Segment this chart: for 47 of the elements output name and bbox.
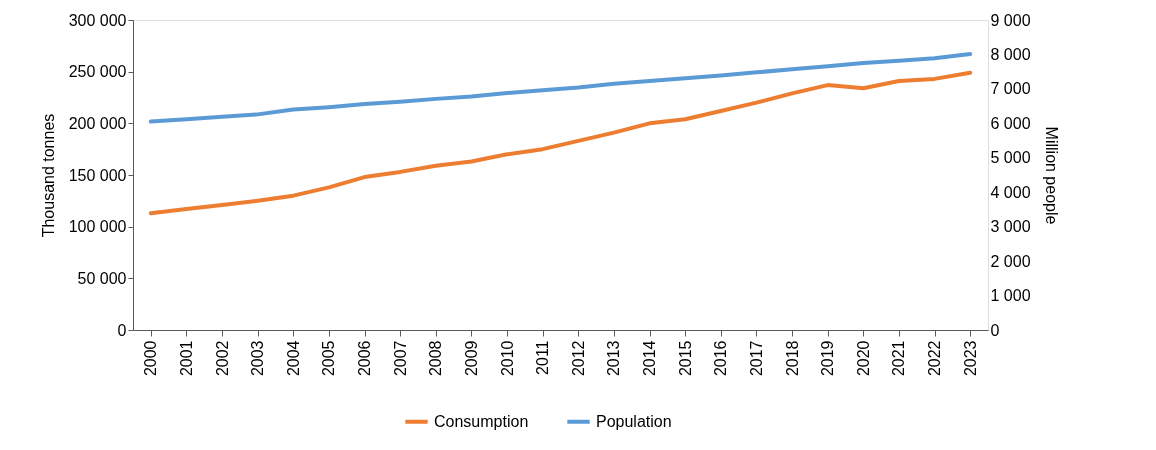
x-tick-label: 2011 (534, 340, 552, 375)
y-tick-label: 150 000 (68, 166, 127, 184)
x-tick-label: 2019 (819, 340, 837, 377)
x-tick-label: 2023 (961, 340, 979, 377)
line-series (148, 52, 973, 124)
x-tick-label: 2013 (605, 340, 623, 377)
x-tick-label: 2017 (747, 340, 765, 377)
x-tick-label: 2005 (320, 340, 338, 377)
x-tick-label: 2002 (213, 340, 231, 377)
x-tick-label: 2004 (284, 340, 302, 377)
y-tick-label: 200 000 (68, 114, 127, 132)
x-tick-label: 2022 (926, 340, 944, 377)
y-tick-label: 100 000 (68, 218, 127, 236)
x-tick-label: 2018 (783, 340, 801, 377)
x-tick-label: 2021 (890, 340, 908, 377)
y2-tick-label: 6 000 (990, 114, 1031, 132)
y-tick-label: 250 000 (68, 63, 127, 81)
x-tick-label: 2008 (427, 340, 445, 377)
x-tick-label: 2020 (854, 340, 872, 377)
y-tick-label: 0 (117, 321, 127, 339)
y2-tick-label: 8 000 (990, 45, 1031, 63)
y2-tick-label: 4 000 (990, 183, 1031, 201)
y2-tick-label: 2 000 (990, 252, 1031, 270)
y2-tick-label: 3 000 (990, 218, 1031, 236)
y-tick-label: 50 000 (77, 269, 127, 287)
line-series (148, 70, 973, 216)
y2-tick-label: 9 000 (990, 11, 1031, 29)
y2-tick-label: 7 000 (990, 80, 1031, 98)
x-tick-label: 2015 (676, 340, 694, 377)
y2-tick-label: 0 (990, 321, 1000, 339)
y-axis-title: Thousand tonnes (39, 113, 57, 238)
y2-axis-title: Million people (1042, 126, 1060, 225)
x-tick-label: 2000 (142, 340, 160, 377)
y2-tick-label: 1 000 (990, 287, 1031, 305)
x-tick-label: 2003 (249, 340, 267, 377)
x-tick-label: 2010 (498, 340, 516, 377)
x-tick-label: 2016 (712, 340, 730, 377)
x-tick-label: 2007 (391, 340, 409, 377)
x-tick-label: 2009 (462, 340, 480, 377)
y2-tick-label: 5 000 (990, 149, 1031, 167)
x-tick-label: 2014 (641, 340, 659, 377)
x-tick-label: 2001 (177, 340, 195, 377)
x-tick-label: 2012 (569, 340, 587, 377)
legend-label: Population (596, 412, 672, 430)
y-tick-label: 300 000 (68, 11, 127, 29)
x-tick-label: 2006 (356, 340, 374, 377)
legend-label: Consumption (434, 412, 529, 430)
